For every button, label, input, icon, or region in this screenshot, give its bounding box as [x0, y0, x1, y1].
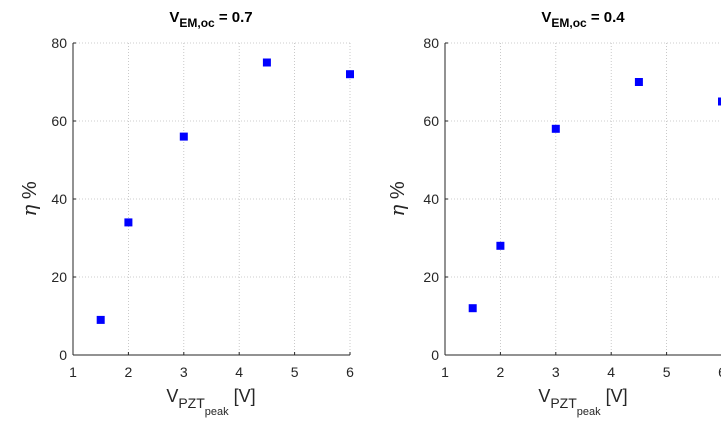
xlabel-base: V: [538, 386, 550, 406]
xlabel-rest: [V]: [229, 386, 256, 406]
data-points: [468, 78, 721, 313]
x-tick-label: 2: [125, 364, 133, 380]
y-tick-label: 40: [423, 191, 439, 207]
y-tick-label: 60: [51, 113, 67, 129]
y-axis-label: η %: [385, 181, 409, 217]
data-point: [718, 97, 721, 106]
x-axis-label: VPZTpeak [V]: [538, 386, 627, 418]
chart-title: VEM,oc = 0.7: [169, 9, 252, 30]
title-subscript: EM,oc: [551, 16, 587, 30]
y-tick-label: 0: [431, 347, 439, 363]
xlabel-base: V: [166, 386, 178, 406]
x-tick-label: 6: [346, 364, 354, 380]
data-point: [634, 78, 643, 86]
grid: [73, 42, 351, 355]
ylabel-symbol: η: [17, 205, 41, 217]
x-tick-label: 3: [180, 364, 188, 380]
grid: [445, 42, 721, 355]
xlabel-subscript: PZT: [550, 395, 577, 411]
y-tick-label: 0: [59, 347, 67, 363]
y-tick-labels: 0 20 40 60 80: [423, 35, 439, 363]
x-tick-label: 3: [552, 364, 560, 380]
ylabel-rest: %: [19, 181, 41, 205]
data-point: [551, 124, 560, 133]
title-base: V: [541, 9, 551, 26]
xlabel-rest: [V]: [601, 386, 628, 406]
ylabel-symbol: η: [385, 205, 409, 217]
x-axis-label: VPZTpeak [V]: [166, 386, 255, 418]
title-rest: = 0.7: [215, 9, 253, 26]
y-tick-labels: 0 20 40 60 80: [51, 35, 67, 363]
axes: [444, 42, 721, 356]
title-base: V: [169, 9, 179, 26]
xlabel-subsubscript: peak: [205, 406, 229, 418]
x-tick-label: 1: [441, 364, 449, 380]
data-point: [124, 218, 133, 227]
y-axis-label: η %: [17, 181, 41, 217]
x-tick-labels: 1 2 3 4 5 6: [69, 364, 354, 380]
y-tick-label: 40: [51, 191, 67, 207]
x-tick-label: 5: [663, 364, 671, 380]
chart-title: VEM,oc = 0.4: [541, 9, 625, 30]
y-tick-label: 80: [423, 35, 439, 51]
x-tick-label: 4: [235, 364, 243, 380]
title-subscript: EM,oc: [179, 16, 215, 30]
data-point: [96, 315, 105, 324]
x-tick-label: 6: [718, 364, 721, 380]
data-point: [346, 70, 354, 79]
title-rest: = 0.4: [587, 9, 626, 26]
data-point: [468, 304, 477, 313]
x-tick-labels: 1 2 3 4 5 6: [441, 364, 721, 380]
data-point: [496, 241, 505, 250]
x-tick-label: 1: [69, 364, 77, 380]
y-tick-label: 60: [423, 113, 439, 129]
axes: [72, 42, 351, 356]
y-tick-label: 20: [51, 269, 67, 285]
data-point: [262, 58, 271, 67]
y-tick-label: 20: [423, 269, 439, 285]
xlabel-subsubscript: peak: [577, 406, 601, 418]
x-tick-label: 2: [497, 364, 505, 380]
data-point: [179, 132, 188, 141]
y-tick-label: 80: [51, 35, 67, 51]
data-points: [96, 58, 354, 324]
xlabel-subscript: PZT: [178, 395, 205, 411]
ylabel-rest: %: [387, 181, 409, 205]
x-tick-label: 4: [607, 364, 615, 380]
x-tick-label: 5: [291, 364, 299, 380]
